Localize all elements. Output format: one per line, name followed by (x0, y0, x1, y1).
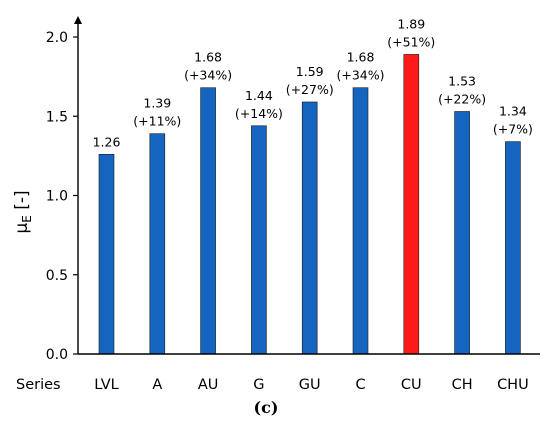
change-label-cu: (+51%) (387, 34, 435, 49)
x-tick-label-cu: CU (401, 377, 422, 393)
y-tick-label: 1.0 (46, 189, 68, 205)
value-label-ch: 1.53 (448, 73, 476, 88)
bar-cu (403, 54, 420, 355)
value-label-cu: 1.89 (397, 16, 425, 31)
y-axis-label: μE [-] (12, 190, 34, 233)
x-tick-label-gu: GU (299, 377, 321, 393)
x-tick-label-ch: CH (452, 377, 473, 393)
x-tick-label-c: C (355, 377, 365, 393)
bar-gu (301, 101, 318, 355)
x-tick-label-au: AU (198, 377, 219, 393)
value-label-a: 1.39 (143, 96, 171, 111)
x-axis-series-label: Series (16, 377, 61, 393)
x-tick-label-chu: CHU (497, 377, 529, 393)
value-label-gu: 1.59 (296, 64, 324, 79)
x-tick-label-g: G (253, 377, 264, 393)
x-tick-label-lvl: LVL (94, 377, 118, 393)
change-label-au: (+34%) (184, 68, 232, 83)
change-label-g: (+14%) (235, 106, 283, 121)
bar-a (149, 133, 166, 355)
change-label-ch: (+22%) (438, 91, 486, 106)
panel-label: (c) (254, 398, 279, 417)
y-tick-label: 2.0 (46, 30, 68, 46)
bar-chu (505, 141, 521, 355)
bar-c (352, 87, 369, 355)
value-label-chu: 1.34 (499, 104, 527, 119)
bar-g (251, 125, 267, 355)
y-axis-arrow (74, 16, 82, 24)
change-label-a: (+11%) (133, 114, 181, 129)
y-tick-label: 1.5 (46, 109, 68, 125)
change-label-gu: (+27%) (286, 82, 334, 97)
value-label-g: 1.44 (245, 88, 273, 103)
bar-lvl (98, 153, 115, 355)
value-label-lvl: 1.26 (93, 134, 121, 149)
x-tick-label-a: A (152, 377, 162, 393)
bar-ch (454, 111, 470, 355)
y-tick-label: 0.5 (46, 268, 68, 284)
value-label-c: 1.68 (347, 50, 375, 65)
value-label-au: 1.68 (194, 50, 222, 65)
change-label-c: (+34%) (336, 68, 384, 83)
change-label-chu: (+7%) (493, 122, 533, 137)
bar-au (200, 87, 216, 355)
y-tick-label: 0.0 (46, 347, 68, 363)
